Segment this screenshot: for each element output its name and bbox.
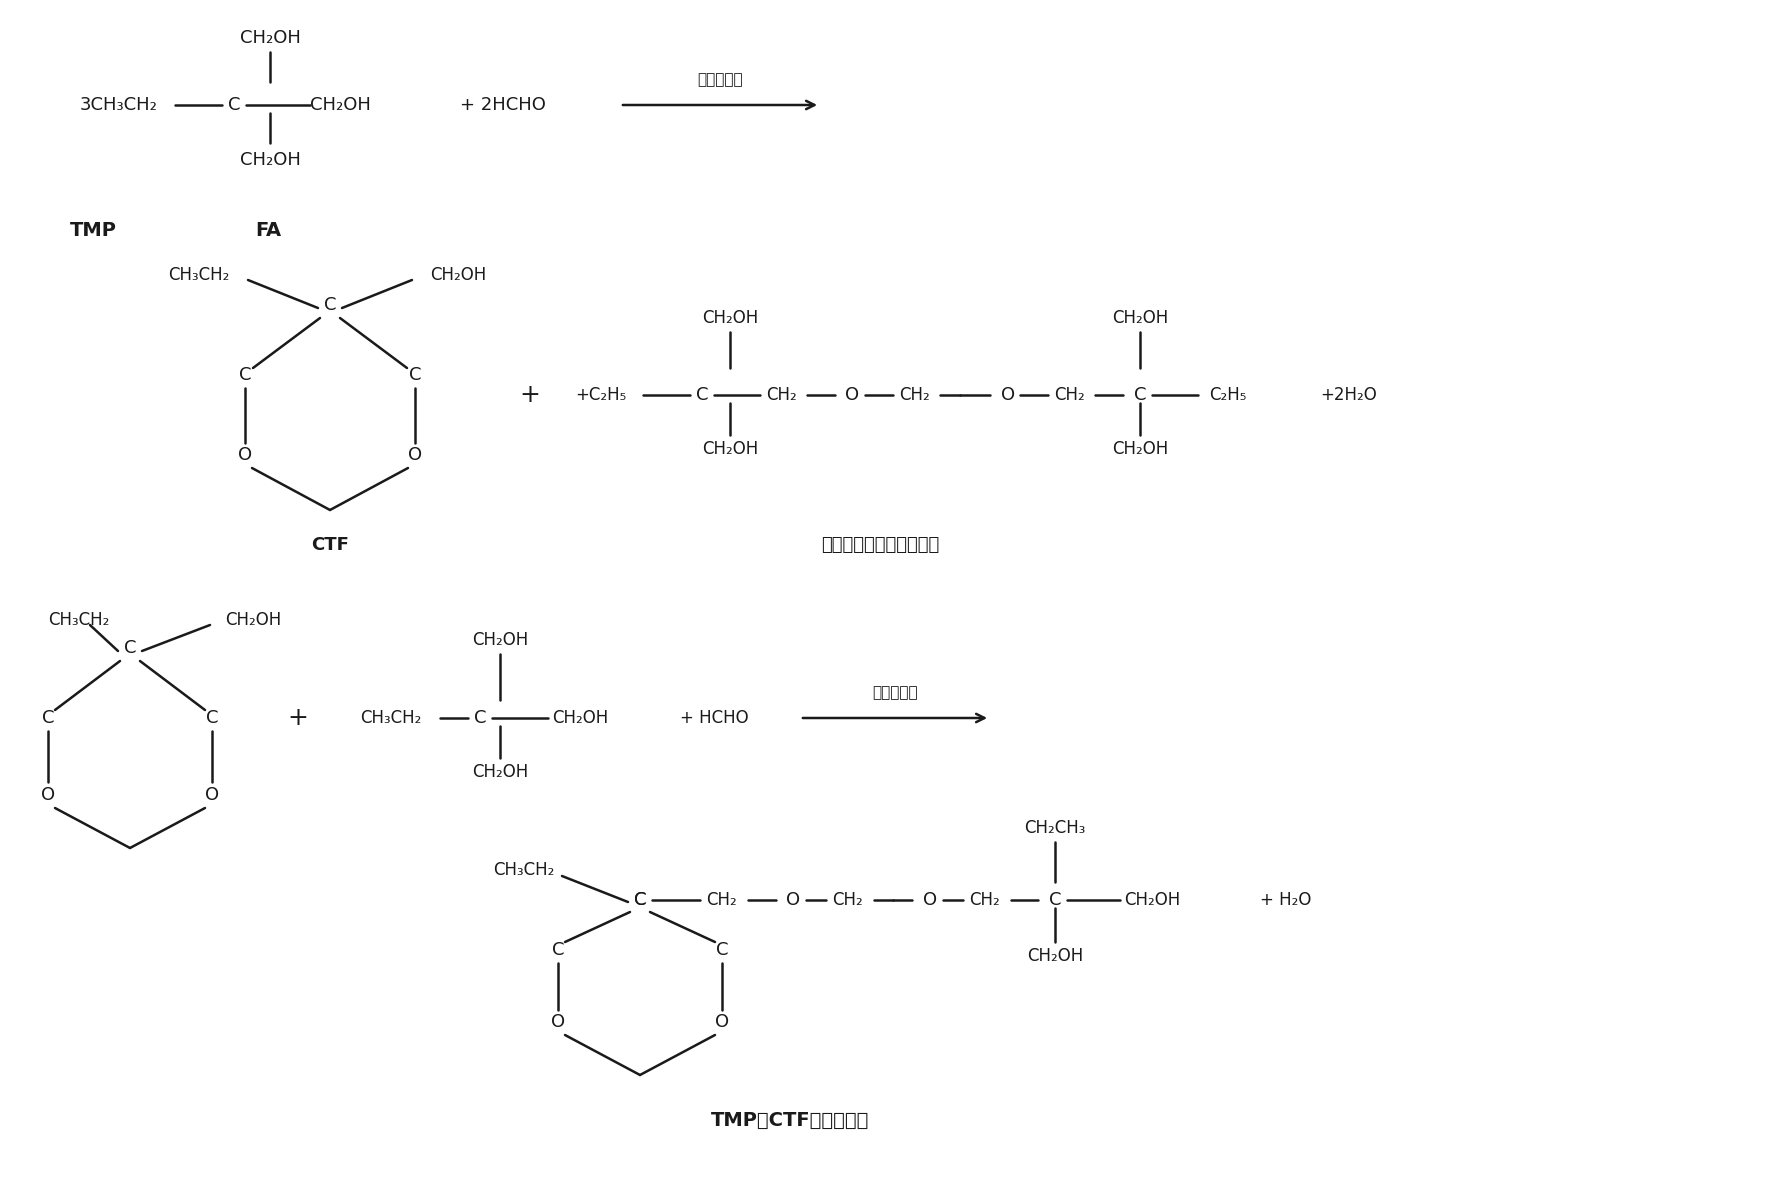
Text: O: O: [1000, 386, 1014, 404]
Text: + 2HCHO: + 2HCHO: [459, 96, 546, 114]
Text: C: C: [633, 890, 645, 910]
Text: 3CH₃CH₂: 3CH₃CH₂: [80, 96, 158, 114]
Text: O: O: [408, 446, 422, 464]
Text: O: O: [551, 1013, 566, 1031]
Text: CH₂: CH₂: [766, 386, 796, 404]
Text: CH₃CH₂: CH₃CH₂: [360, 709, 422, 727]
Text: CH₃CH₂: CH₃CH₂: [168, 266, 230, 284]
Text: TMP－CTF线性缩甲醉: TMP－CTF线性缩甲醉: [711, 1110, 869, 1129]
Text: CH₂OH: CH₂OH: [702, 440, 757, 458]
Text: 三羟甲基丙烷线性缩甲醉: 三羟甲基丙烷线性缩甲醉: [821, 536, 938, 554]
Text: CH₃CH₂: CH₃CH₂: [493, 862, 555, 878]
Text: CH₂OH: CH₂OH: [472, 631, 528, 649]
Text: CH₂: CH₂: [706, 890, 738, 910]
Text: O: O: [922, 890, 936, 910]
Text: C: C: [227, 96, 239, 114]
Text: CH₂: CH₂: [970, 890, 1000, 910]
Text: CH₃CH₂: CH₃CH₂: [48, 611, 110, 629]
Text: C: C: [695, 386, 707, 404]
Text: + HCHO: + HCHO: [679, 709, 748, 727]
Text: O: O: [715, 1013, 729, 1031]
Text: C: C: [715, 941, 729, 959]
Text: CH₂OH: CH₂OH: [702, 308, 757, 326]
Text: O: O: [206, 786, 218, 804]
Text: CH₂OH: CH₂OH: [239, 151, 300, 169]
Text: CH₂OH: CH₂OH: [472, 763, 528, 781]
Text: C: C: [551, 941, 564, 959]
Text: C: C: [239, 366, 252, 384]
Text: C: C: [206, 709, 218, 727]
Text: CH₂OH: CH₂OH: [1124, 890, 1179, 910]
Text: C: C: [1048, 890, 1060, 910]
Text: O: O: [844, 386, 858, 404]
Text: CH₂OH: CH₂OH: [225, 611, 282, 629]
Text: C: C: [1133, 386, 1145, 404]
Text: C₂H₅: C₂H₅: [1209, 386, 1246, 404]
Text: CH₂OH: CH₂OH: [239, 29, 300, 47]
Text: C: C: [43, 709, 55, 727]
Text: C: C: [124, 638, 137, 658]
Text: O: O: [41, 786, 55, 804]
Text: CH₂: CH₂: [899, 386, 929, 404]
Text: CH₂OH: CH₂OH: [1112, 440, 1167, 458]
Text: CH₂OH: CH₂OH: [309, 96, 371, 114]
Text: TMP: TMP: [69, 221, 117, 240]
Text: +C₂H₅: +C₂H₅: [574, 386, 626, 404]
Text: C: C: [408, 366, 420, 384]
Text: CTF: CTF: [310, 536, 349, 554]
Text: CH₂CH₃: CH₂CH₃: [1023, 818, 1085, 838]
Text: 酸性催化剂: 酸性催化剂: [697, 72, 743, 86]
Text: CH₂OH: CH₂OH: [1112, 308, 1167, 326]
Text: FA: FA: [255, 221, 280, 240]
Text: + H₂O: + H₂O: [1259, 890, 1310, 910]
Text: O: O: [785, 890, 800, 910]
Text: CH₂OH: CH₂OH: [1027, 947, 1083, 965]
Text: CH₂: CH₂: [832, 890, 863, 910]
Text: C: C: [633, 890, 645, 910]
Text: CH₂OH: CH₂OH: [551, 709, 608, 727]
Text: C: C: [323, 296, 337, 314]
Text: +: +: [287, 706, 309, 730]
Text: C: C: [473, 709, 486, 727]
Text: CH₂: CH₂: [1053, 386, 1085, 404]
Text: +2H₂O: +2H₂O: [1319, 386, 1376, 404]
Text: 酸性催化剂: 酸性催化剂: [872, 685, 917, 700]
Text: CH₂OH: CH₂OH: [429, 266, 486, 284]
Text: O: O: [238, 446, 252, 464]
Text: +: +: [519, 383, 541, 407]
